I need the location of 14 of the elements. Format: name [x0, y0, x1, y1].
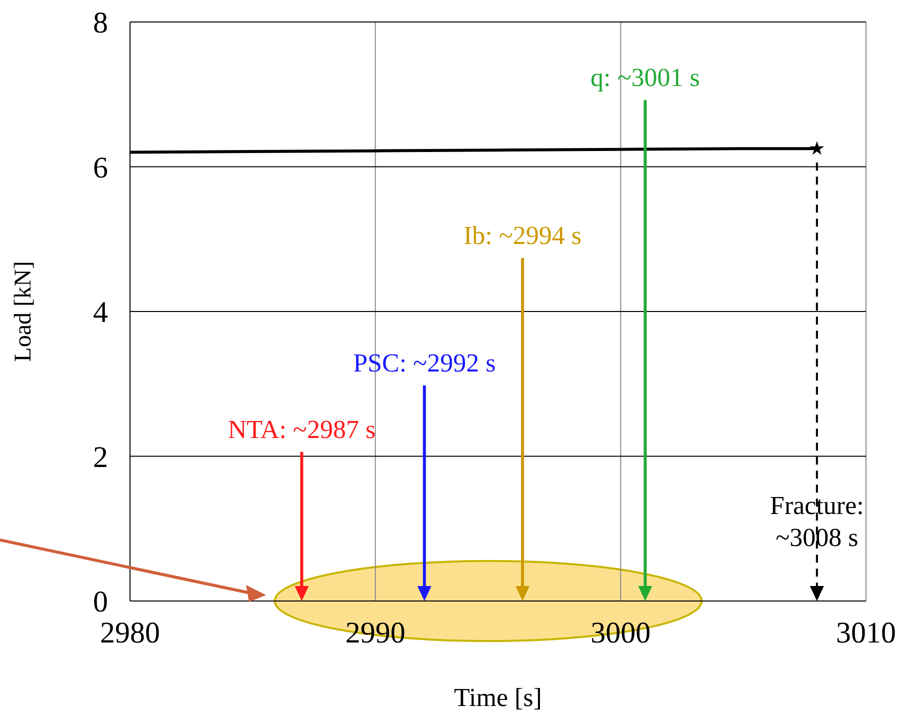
annotation: Ib: ~2994 s	[463, 220, 582, 250]
y-tick-label: 0	[93, 586, 108, 619]
y-axis-title: Load [kN]	[10, 261, 37, 362]
x-axis-title: Time [s]	[454, 683, 542, 712]
y-tick-label: 8	[93, 6, 108, 40]
x-tick-label: 3010	[836, 616, 896, 650]
annotation: Fracture: ~3008 s	[770, 491, 864, 552]
annotation: PSC: ~2992 s	[353, 348, 496, 378]
y-tick-label: 6	[93, 151, 108, 184]
x-tick-label: 2980	[100, 616, 160, 650]
y-tick-label: 4	[93, 296, 108, 330]
annotation: NTA: ~2987 s	[228, 414, 376, 444]
y-tick-label: 2	[93, 440, 108, 474]
annotation: q: ~3001 s	[590, 63, 700, 92]
